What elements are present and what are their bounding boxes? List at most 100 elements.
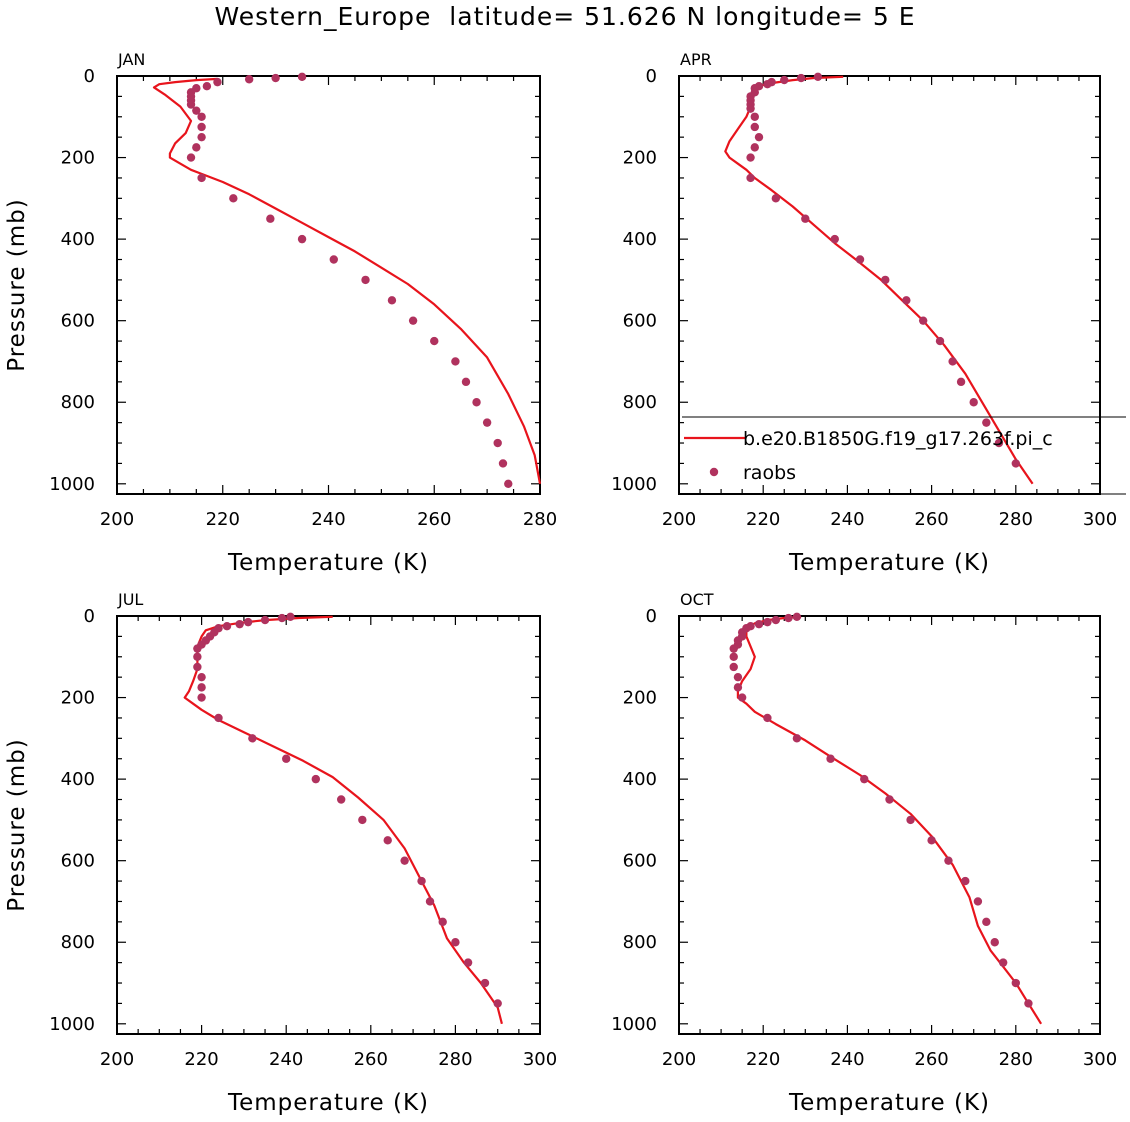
raobs-point <box>956 377 966 387</box>
raobs-point <box>754 132 764 142</box>
raobs-point <box>994 438 1004 448</box>
y-tick-label: 1000 <box>49 474 95 495</box>
raobs-point <box>1024 999 1033 1008</box>
x-tick-label: 200 <box>662 509 696 530</box>
raobs-point <box>796 73 806 83</box>
x-axis-label: Temperature (K) <box>788 550 990 576</box>
raobs-point <box>737 693 747 702</box>
raobs-point <box>193 662 202 672</box>
y-tick-label: 200 <box>61 688 95 709</box>
x-tick-label: 240 <box>830 1049 864 1070</box>
raobs-point <box>746 153 755 162</box>
raobs-point <box>763 79 772 89</box>
x-tick-label: 240 <box>830 509 864 530</box>
panel-label: JUL <box>117 590 143 609</box>
raobs-point <box>733 672 743 682</box>
y-tick-label: 1000 <box>611 474 657 495</box>
raobs-point <box>197 693 206 702</box>
raobs-point <box>286 612 295 622</box>
raobs-point <box>197 683 206 692</box>
x-tick-label: 220 <box>206 509 240 530</box>
raobs-point <box>472 398 481 407</box>
raobs-point <box>982 917 991 927</box>
raobs-point <box>197 122 206 132</box>
legend-obs-label: raobs <box>743 462 796 484</box>
raobs-point <box>750 122 759 132</box>
y-axis-label: Pressure (mb) <box>4 198 30 371</box>
plot-frame <box>678 615 1101 1035</box>
model-line <box>183 615 503 1025</box>
y-tick-label: 0 <box>84 606 95 627</box>
raobs-point <box>222 621 232 631</box>
panel-label: JAN <box>117 50 145 69</box>
y-tick-label: 400 <box>61 229 95 250</box>
raobs-point <box>408 316 418 325</box>
raobs-point <box>266 214 275 223</box>
raobs-point <box>763 713 772 723</box>
raobs-point <box>754 619 764 629</box>
raobs-point <box>813 72 823 82</box>
raobs-point <box>881 275 890 285</box>
chart-panel-apr: 200 220 240 260 280 300 0 200 400 600 800 1000 APR Te… <box>611 50 1117 576</box>
raobs-point <box>918 316 928 325</box>
raobs-point <box>746 173 755 183</box>
raobs-point <box>387 296 397 305</box>
x-tick-label: 200 <box>100 1049 134 1070</box>
x-tick-label: 200 <box>662 1049 696 1070</box>
raobs-point <box>463 958 473 967</box>
raobs-point <box>400 856 409 865</box>
raobs-point <box>336 795 346 804</box>
raobs-point <box>461 377 471 387</box>
raobs-point <box>193 644 202 653</box>
y-tick-label: 800 <box>623 932 657 953</box>
y-tick-label: 600 <box>623 851 657 872</box>
x-tick-label: 260 <box>417 509 451 530</box>
raobs-point <box>493 999 502 1008</box>
figure-title: Western_Europe latitude= 51.626 N longit… <box>214 2 916 31</box>
raobs-point <box>855 255 865 264</box>
plot-frame <box>116 615 541 1035</box>
chart-panel-oct: 200 220 240 260 280 300 0 200 400 600 800 1000 OCT Te… <box>611 590 1117 1116</box>
y-tick-label: 200 <box>61 148 95 169</box>
raobs-point <box>229 194 238 203</box>
chart-panel-jul: 200 220 240 260 280 300 0 200 400 600 800 1000 JUL Te… <box>4 590 557 1116</box>
y-tick-label: 400 <box>623 229 657 250</box>
raobs-point <box>361 275 370 285</box>
x-tick-label: 280 <box>438 1049 472 1070</box>
raobs-point <box>969 398 978 407</box>
x-axis-label: Temperature (K) <box>788 1090 990 1116</box>
x-tick-label: 220 <box>184 1049 218 1070</box>
y-tick-label: 200 <box>623 148 657 169</box>
raobs-point <box>944 856 953 865</box>
x-tick-label: 240 <box>311 509 345 530</box>
raobs-point <box>282 754 291 763</box>
x-tick-label: 240 <box>269 1049 303 1070</box>
legend-model-label: b.e20.B1850G.f19_g17.263f.pi_c <box>743 428 1053 450</box>
x-axis-label: Temperature (K) <box>227 1090 429 1116</box>
model-line <box>152 77 542 485</box>
raobs-point <box>504 479 513 489</box>
raobs-point <box>260 615 270 625</box>
raobs-point <box>383 836 392 845</box>
y-tick-label: 400 <box>61 769 95 790</box>
raobs-point <box>771 615 781 625</box>
raobs-point <box>192 143 201 152</box>
raobs-point <box>358 815 367 825</box>
raobs-point <box>248 734 257 743</box>
raobs-point <box>906 815 915 825</box>
y-tick-label: 600 <box>61 311 95 332</box>
raobs-point <box>885 795 894 804</box>
x-tick-label: 200 <box>100 509 134 530</box>
raobs-point <box>729 644 738 653</box>
raobs-point <box>197 672 206 682</box>
raobs-point <box>186 153 196 162</box>
x-tick-label: 280 <box>999 1049 1033 1070</box>
raobs-point <box>235 619 244 629</box>
raobs-point <box>192 106 201 115</box>
raobs-point <box>193 652 202 661</box>
raobs-point <box>792 734 802 743</box>
x-tick-label: 300 <box>523 1049 557 1070</box>
raobs-point <box>902 296 911 305</box>
